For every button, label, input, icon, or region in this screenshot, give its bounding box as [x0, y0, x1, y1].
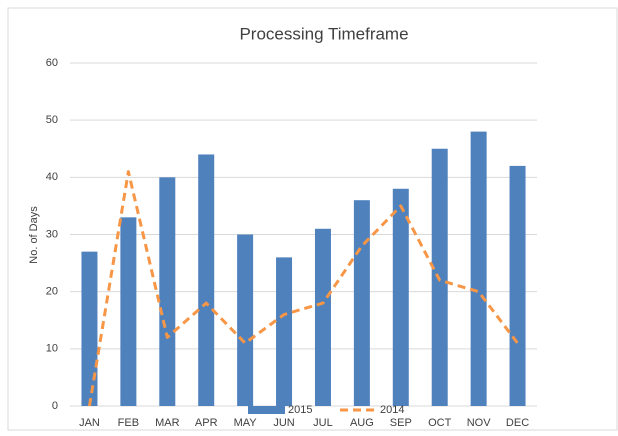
x-tick-label: JUL — [313, 417, 333, 429]
bar — [392, 188, 409, 406]
x-tick-label: FEB — [118, 417, 139, 429]
x-tick-label: JUN — [273, 417, 294, 429]
x-tick-label: SEP — [390, 417, 412, 429]
bar — [237, 234, 254, 406]
bar — [120, 217, 137, 406]
y-tick-label: 50 — [46, 114, 58, 126]
bar — [276, 257, 293, 406]
y-tick-label: 20 — [46, 286, 58, 298]
chart-title: Processing Timeframe — [239, 24, 408, 43]
legend-label: 2014 — [380, 404, 404, 416]
x-tick-label: JAN — [79, 417, 100, 429]
line — [87, 170, 519, 407]
y-tick-label: 40 — [46, 171, 58, 183]
legend-label: 2015 — [288, 404, 312, 416]
y-tick-label: 30 — [46, 228, 58, 240]
x-tick-label: DEC — [506, 417, 529, 429]
bar — [470, 131, 487, 406]
bar — [314, 228, 331, 406]
y-tick-label: 10 — [46, 343, 58, 355]
y-axis-title: No. of Days — [28, 206, 40, 264]
y-tick-label: 0 — [52, 400, 58, 412]
bar — [81, 251, 98, 406]
x-tick-label: MAR — [155, 417, 180, 429]
x-tick-label: MAY — [234, 417, 258, 429]
x-tick-label: OCT — [428, 417, 452, 429]
legend-swatch — [248, 406, 285, 414]
bar — [198, 154, 215, 406]
x-tick-label: AUG — [350, 417, 374, 429]
x-tick-label: APR — [195, 417, 218, 429]
bar — [159, 177, 176, 406]
x-tick-label: NOV — [467, 417, 492, 429]
bar — [353, 200, 370, 406]
bar — [509, 165, 526, 406]
chart-frame — [7, 7, 618, 431]
y-tick-label: 60 — [46, 57, 58, 69]
